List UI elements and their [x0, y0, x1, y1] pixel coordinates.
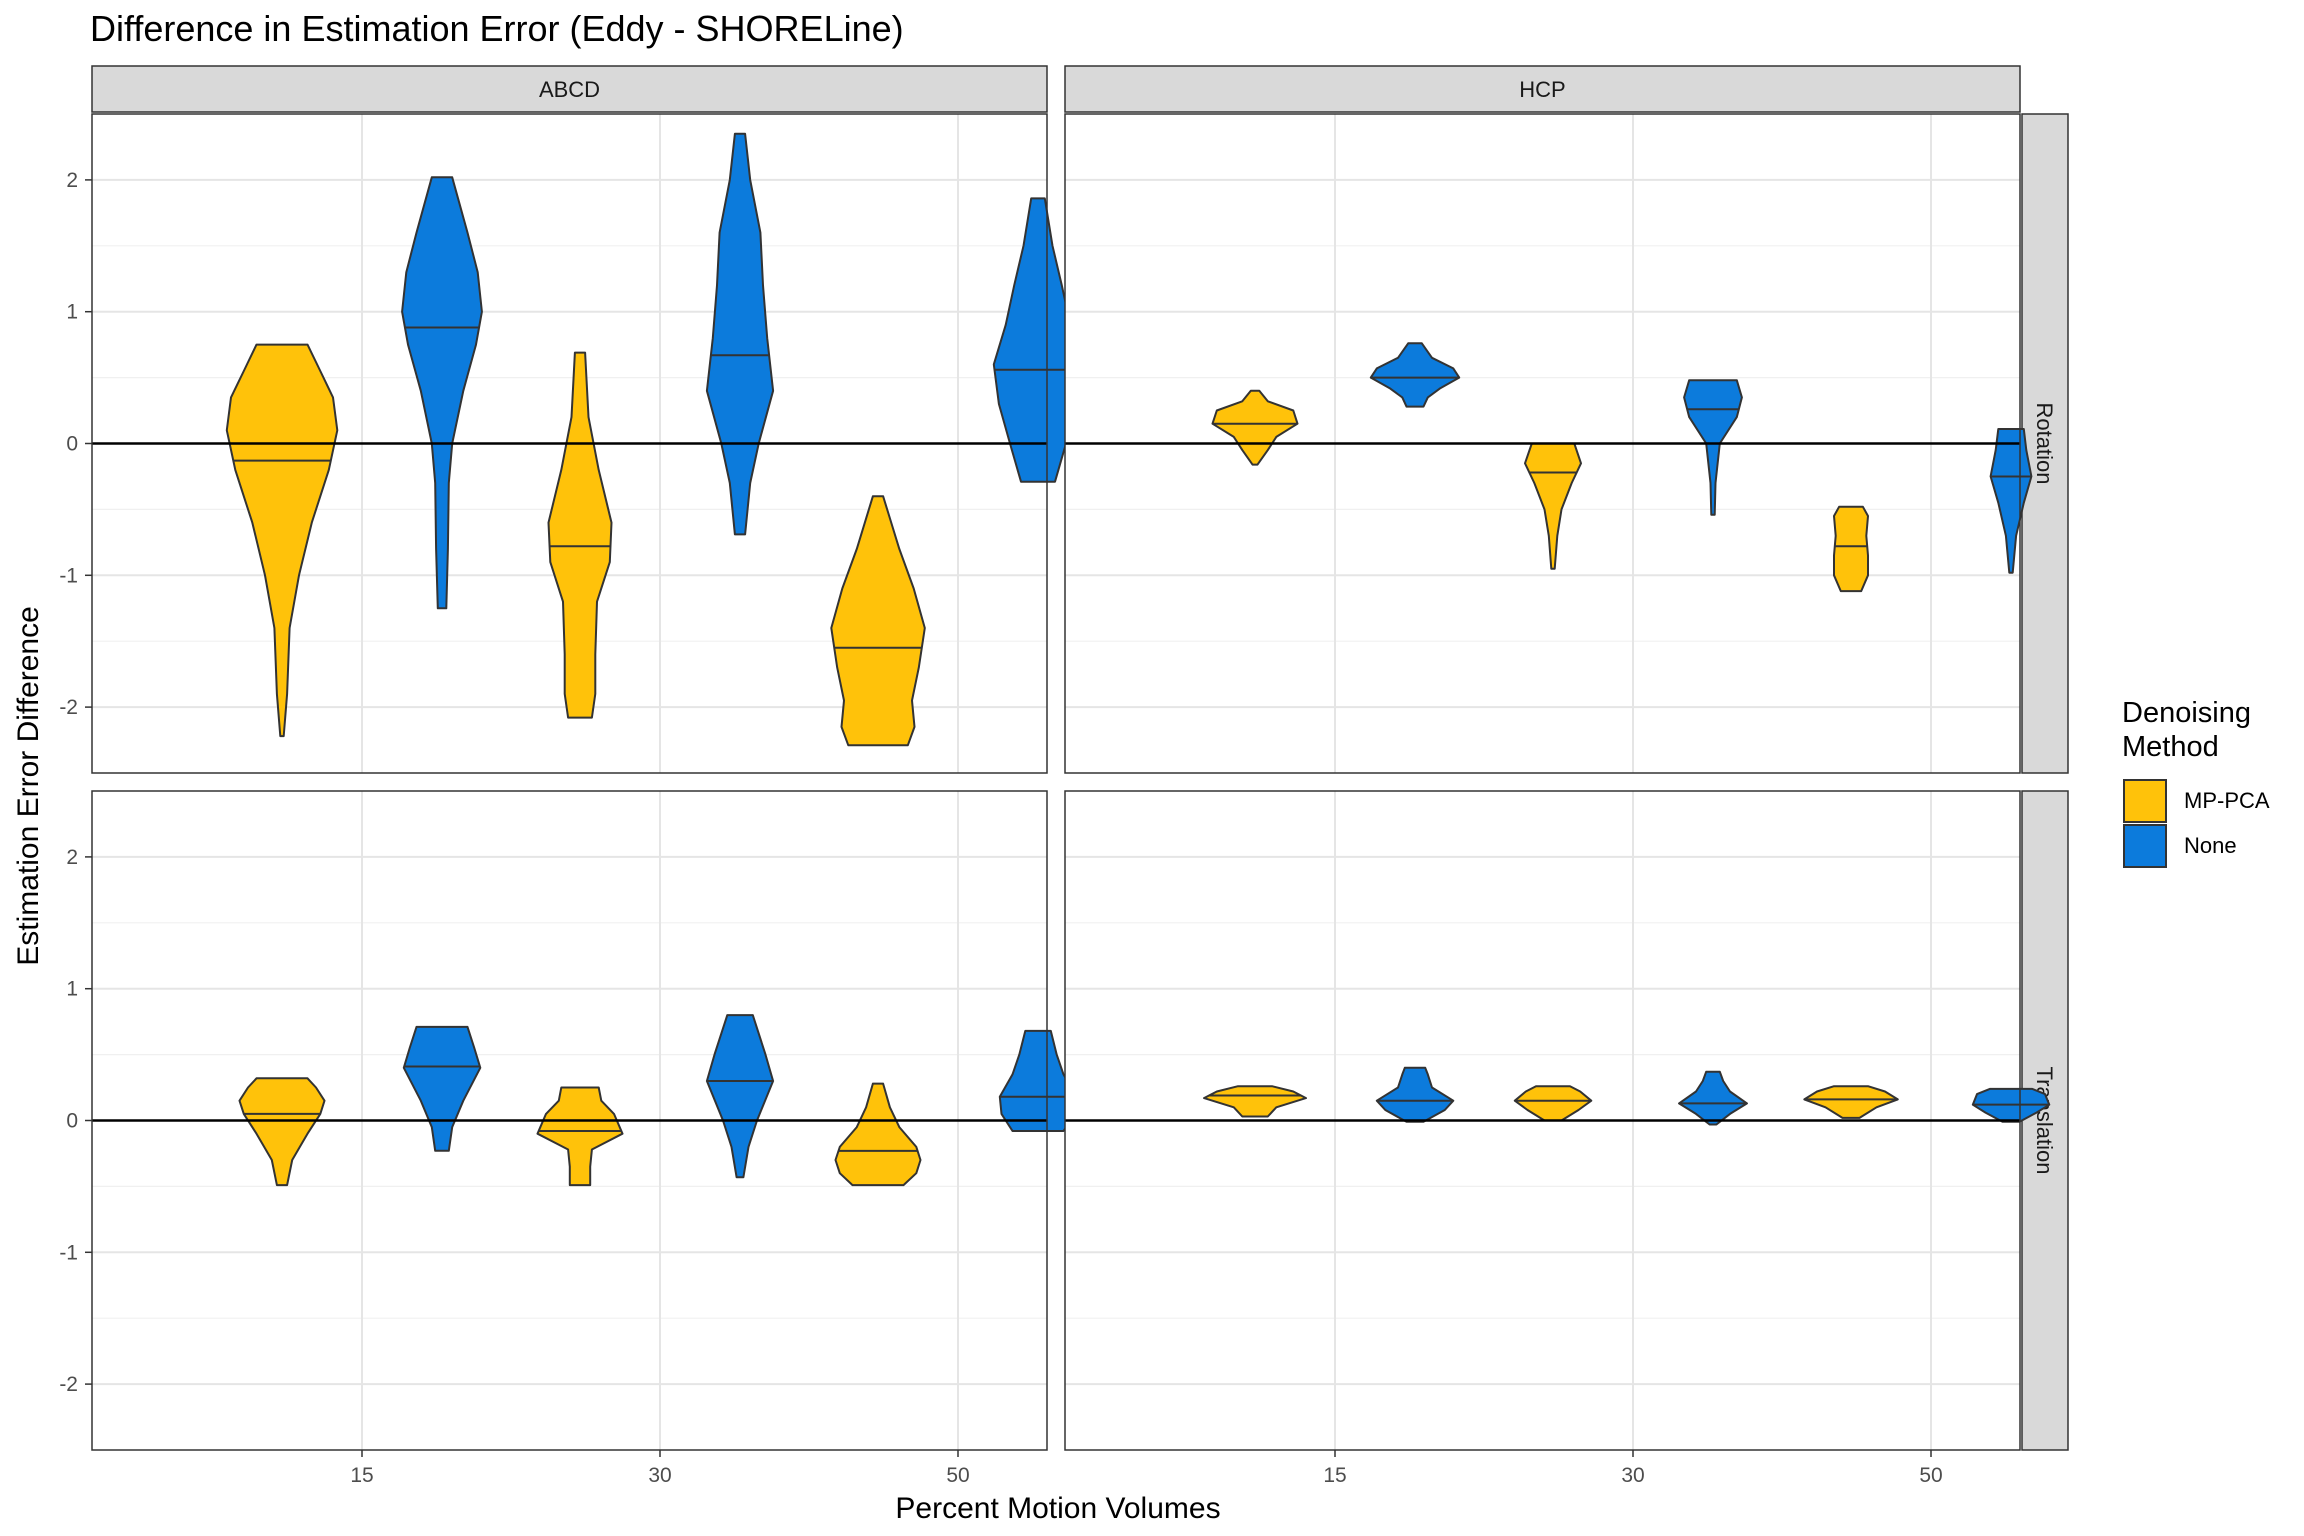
panel-hcp-rotation	[1064, 113, 2033, 774]
x-tick-label: 50	[1919, 1464, 1942, 1487]
violin-hcp-translation-15-none	[1375, 1066, 1455, 1123]
legend-label-none: None	[2184, 833, 2237, 858]
legend-title-line2: Method	[2122, 731, 2219, 763]
x-axis-title: Percent Motion Volumes	[895, 1492, 1220, 1525]
facet-label-rotation: Rotation	[2032, 403, 2057, 485]
facet-strip-abcd	[91, 65, 1048, 113]
x-tick-label: 15	[350, 1464, 373, 1487]
panel-hcp-translation	[1064, 790, 2051, 1457]
facet-label-abcd: ABCD	[539, 77, 600, 102]
violin-abcd-rotation-30-mp-pca	[547, 351, 613, 719]
y-tick-label: 1	[66, 301, 78, 324]
panel-border	[1064, 790, 2021, 1451]
x-tick-label: 30	[1621, 1464, 1644, 1487]
violin-hcp-translation-50-mp-pca	[1803, 1085, 1899, 1119]
legend-label-mp-pca: MP-PCA	[2184, 788, 2270, 813]
violin-abcd-translation-50-mp-pca	[834, 1082, 922, 1187]
violin-abcd-rotation-50-mp-pca	[830, 495, 926, 747]
panel-abcd-rotation	[85, 113, 1084, 774]
facet-label-translation: Translation	[2032, 1066, 2057, 1174]
y-tick-label: 0	[66, 433, 78, 456]
violin-hcp-translation-15-mp-pca	[1203, 1085, 1307, 1118]
x-tick-label: 30	[648, 1464, 671, 1487]
violin-hcp-rotation-50-none	[1989, 428, 2033, 574]
panel-border	[1064, 113, 2021, 774]
panel-abcd-translation	[85, 790, 1078, 1457]
y-tick-label: 1	[66, 978, 78, 1001]
facet-strip-hcp	[1064, 65, 2021, 113]
violin-abcd-translation-15-mp-pca	[238, 1077, 326, 1187]
y-axis-title: Estimation Error Difference	[12, 606, 45, 966]
violin-abcd-rotation-15-none	[401, 176, 483, 610]
y-tick-label: -2	[59, 1373, 78, 1396]
legend: Denoising Method MP-PCA None	[2122, 697, 2270, 868]
x-tick-label: 15	[1323, 1464, 1346, 1487]
legend-key-mp-pca	[2123, 779, 2167, 823]
y-tick-label: 2	[66, 169, 78, 192]
facet-strip-rotation	[2021, 113, 2069, 774]
legend-key-none	[2123, 824, 2167, 868]
violin-hcp-rotation-15-none	[1369, 342, 1461, 408]
facet-label-hcp: HCP	[1519, 77, 1565, 102]
y-tick-label: 2	[66, 846, 78, 869]
x-tick-label: 50	[946, 1464, 969, 1487]
y-tick-label: -2	[59, 696, 78, 719]
y-tick-label: -1	[59, 1241, 78, 1264]
y-tick-label: 0	[66, 1110, 78, 1133]
violin-hcp-rotation-50-mp-pca	[1833, 505, 1869, 593]
facet-panels: ABCD HCP Rotation Translation 2 1 0 -1 -2 2 1 0 -1 -2…	[59, 65, 2069, 1487]
facet-strip-translation	[2021, 790, 2069, 1451]
violin-hcp-rotation-15-mp-pca	[1211, 389, 1299, 466]
violin-hcp-translation-30-mp-pca	[1513, 1085, 1593, 1122]
chart-title: Difference in Estimation Error (Eddy - S…	[90, 8, 904, 49]
y-tick-label: -1	[59, 564, 78, 587]
violin-abcd-translation-15-none	[402, 1025, 482, 1152]
violin-abcd-translation-30-mp-pca	[536, 1086, 624, 1187]
legend-title-line1: Denoising	[2122, 697, 2251, 729]
